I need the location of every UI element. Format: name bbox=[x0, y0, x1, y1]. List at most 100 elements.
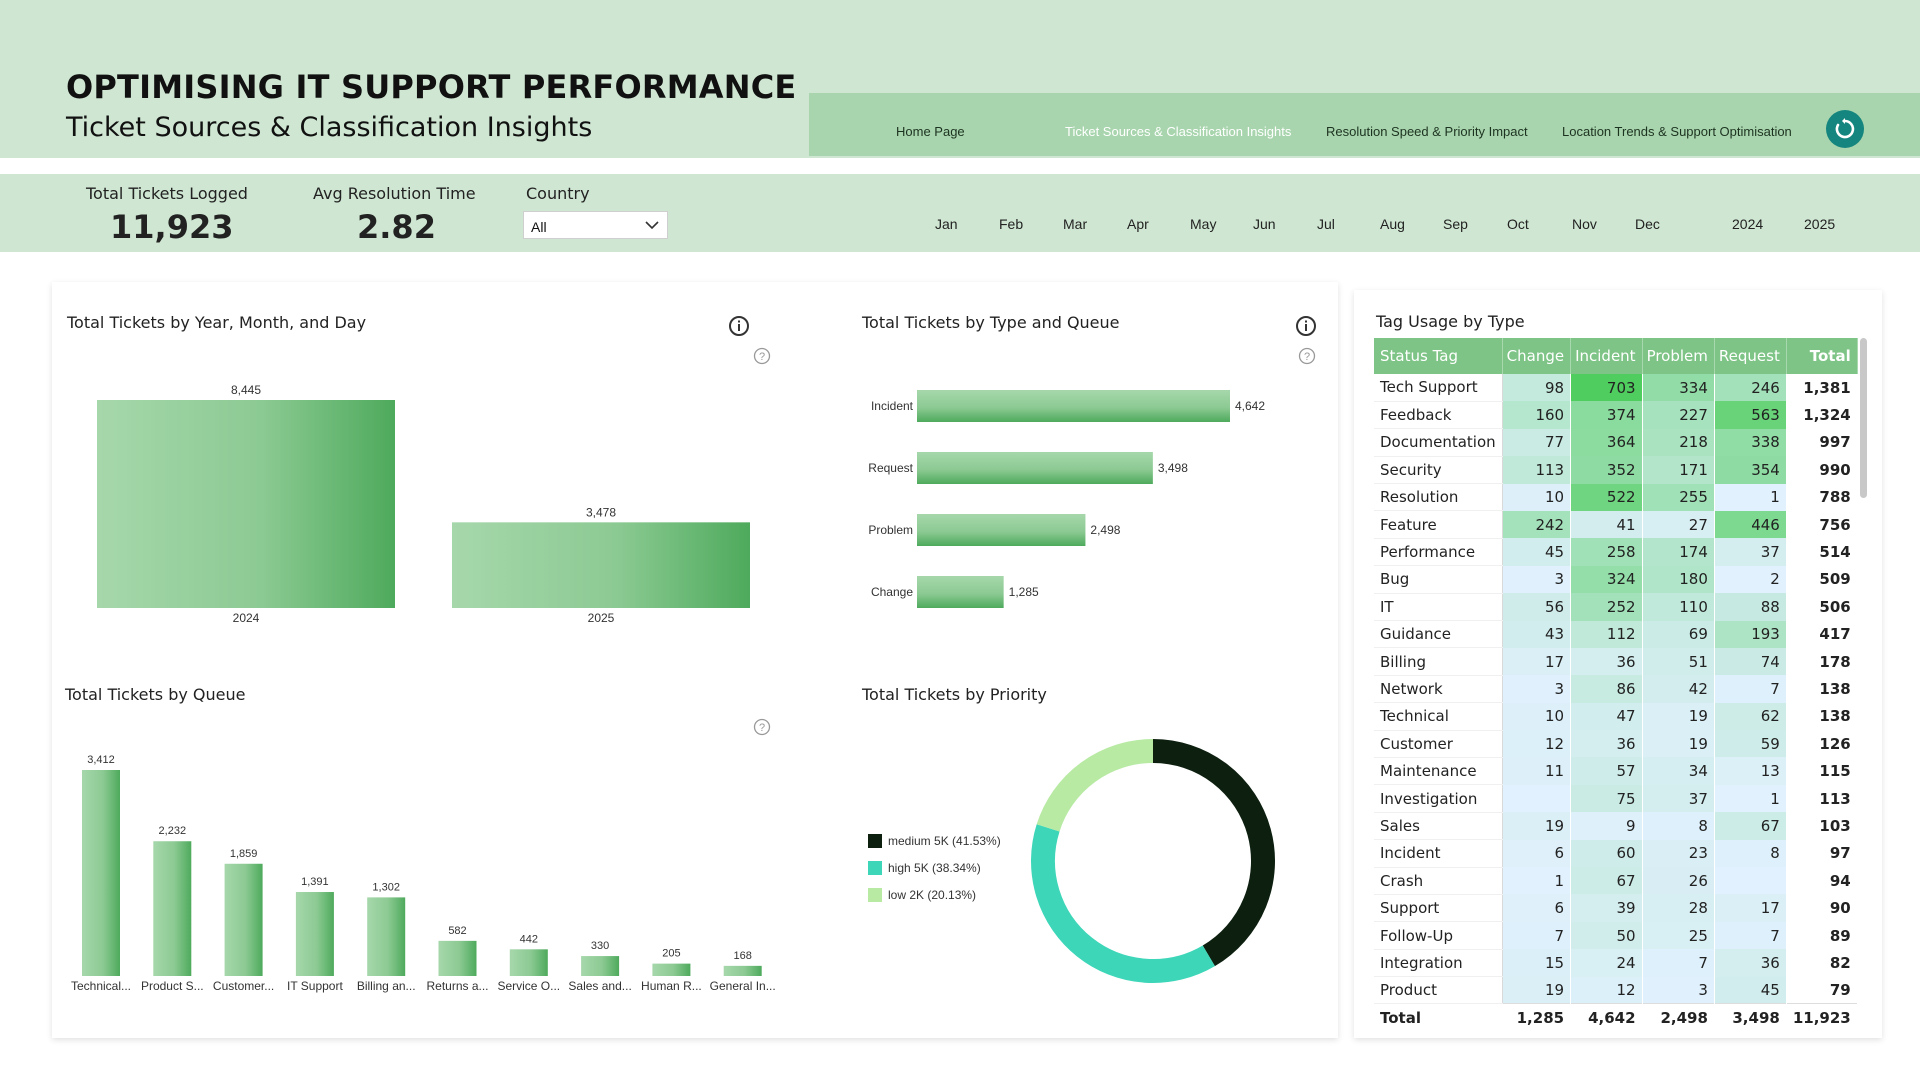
slice-medium[interactable] bbox=[1152, 739, 1275, 967]
table-row[interactable]: Feedback 160 374 227 563 1,324 bbox=[1374, 401, 1858, 430]
help-icon[interactable]: ? bbox=[753, 347, 771, 365]
x-tick-label: Returns a... bbox=[426, 979, 488, 993]
table-row[interactable]: Maintenance 11 57 34 13 115 bbox=[1374, 757, 1858, 786]
month-jan[interactable]: Jan bbox=[935, 216, 958, 232]
table-cell: 26 bbox=[1642, 867, 1715, 895]
month-jul[interactable]: Jul bbox=[1317, 216, 1335, 232]
month-may[interactable]: May bbox=[1190, 216, 1217, 232]
column-header[interactable]: Incident bbox=[1570, 338, 1643, 374]
x-tick-label: IT Support bbox=[287, 979, 343, 993]
table-row[interactable]: Resolution 10 522 255 1 788 bbox=[1374, 483, 1858, 512]
bar-queue[interactable] bbox=[224, 863, 263, 976]
slice-low[interactable] bbox=[1036, 739, 1154, 832]
kpi-bar: Total Tickets Logged 11,923 Avg Resoluti… bbox=[0, 174, 1920, 252]
country-select[interactable]: All bbox=[523, 211, 668, 239]
bar-request[interactable] bbox=[917, 452, 1153, 484]
nav-ticket-sources[interactable]: Ticket Sources & Classification Insights bbox=[1065, 124, 1292, 139]
table-cell: 69 bbox=[1642, 620, 1715, 648]
table-cell: 60 bbox=[1570, 839, 1643, 868]
nav-home[interactable]: Home Page bbox=[896, 124, 965, 139]
month-mar[interactable]: Mar bbox=[1063, 216, 1088, 232]
bar-problem[interactable] bbox=[917, 514, 1086, 546]
help-icon[interactable]: ? bbox=[753, 718, 771, 736]
row-label: Network bbox=[1374, 675, 1503, 704]
table-cell: 6 bbox=[1502, 839, 1572, 868]
bar-queue[interactable] bbox=[652, 963, 691, 976]
column-header[interactable]: Status Tag bbox=[1374, 338, 1503, 374]
bar-queue[interactable] bbox=[367, 897, 406, 976]
total-cell: 3,498 bbox=[1714, 1003, 1787, 1032]
table-scrollbar[interactable] bbox=[1860, 338, 1867, 498]
month-dec[interactable]: Dec bbox=[1635, 216, 1660, 232]
table-cell: 37 bbox=[1642, 784, 1715, 813]
table-row[interactable]: Bug 3 324 180 2 509 bbox=[1374, 565, 1858, 594]
year-2025[interactable]: 2025 bbox=[1804, 216, 1836, 232]
svg-text:?: ? bbox=[759, 351, 765, 363]
table-row[interactable]: Tech Support 98 703 334 246 1,381 bbox=[1374, 374, 1858, 402]
table-row[interactable]: Guidance 43 112 69 193 417 bbox=[1374, 620, 1858, 649]
bar-queue[interactable] bbox=[509, 949, 548, 976]
refresh-button[interactable] bbox=[1826, 110, 1864, 148]
column-header[interactable]: Problem bbox=[1642, 338, 1715, 374]
table-row[interactable]: Billing 17 36 51 74 178 bbox=[1374, 647, 1858, 676]
bar-queue[interactable] bbox=[723, 965, 762, 976]
help-icon[interactable]: ? bbox=[1298, 347, 1316, 365]
nav-resolution-speed[interactable]: Resolution Speed & Priority Impact bbox=[1326, 124, 1528, 139]
table-cell: 75 bbox=[1570, 784, 1643, 813]
table-cell: 51 bbox=[1642, 647, 1715, 676]
bar-queue[interactable] bbox=[153, 841, 192, 976]
table-row[interactable]: Incident 6 60 23 8 97 bbox=[1374, 839, 1858, 868]
table-row[interactable]: Integration 15 24 7 36 82 bbox=[1374, 949, 1858, 978]
legend-label: low 2K (20.13%) bbox=[888, 888, 976, 902]
table-body: Tech Support 98 703 334 246 1,381 Feedback 160 3… bbox=[1374, 374, 1858, 1032]
bar-change[interactable] bbox=[917, 576, 1004, 608]
table-row[interactable]: Technical 10 47 19 62 138 bbox=[1374, 702, 1858, 731]
column-header[interactable]: Total bbox=[1786, 338, 1858, 374]
total-cell: 4,642 bbox=[1570, 1003, 1643, 1032]
info-icon[interactable] bbox=[1295, 315, 1317, 337]
header-banner: OPTIMISING IT SUPPORT PERFORMANCE Ticket… bbox=[0, 0, 1920, 158]
bar-2024[interactable] bbox=[97, 400, 395, 608]
table-row[interactable]: IT 56 252 110 88 506 bbox=[1374, 593, 1858, 622]
month-oct[interactable]: Oct bbox=[1507, 216, 1529, 232]
month-jun[interactable]: Jun bbox=[1253, 216, 1276, 232]
total-cell: 2,498 bbox=[1642, 1003, 1715, 1032]
table-row[interactable]: Documentation 77 364 218 338 997 bbox=[1374, 428, 1858, 457]
table-cell: 364 bbox=[1570, 428, 1643, 457]
bar-queue[interactable] bbox=[438, 940, 477, 976]
table-cell: 86 bbox=[1570, 675, 1643, 703]
table-row[interactable]: Follow-Up 7 50 25 7 89 bbox=[1374, 921, 1858, 950]
year-2024[interactable]: 2024 bbox=[1732, 216, 1764, 232]
month-nov[interactable]: Nov bbox=[1572, 216, 1597, 232]
table-row[interactable]: Network 3 86 42 7 138 bbox=[1374, 675, 1858, 704]
table-cell: 88 bbox=[1714, 593, 1787, 621]
row-total: 115 bbox=[1786, 757, 1858, 785]
table-cell: 67 bbox=[1570, 867, 1643, 895]
bar-queue[interactable] bbox=[82, 770, 120, 976]
month-sep[interactable]: Sep bbox=[1443, 216, 1468, 232]
table-row[interactable]: Security 113 352 171 354 990 bbox=[1374, 456, 1858, 485]
column-header[interactable]: Request bbox=[1714, 338, 1787, 374]
bar-incident[interactable] bbox=[917, 390, 1230, 422]
month-aug[interactable]: Aug bbox=[1380, 216, 1405, 232]
info-icon[interactable] bbox=[728, 315, 750, 337]
bar-queue[interactable] bbox=[581, 956, 620, 976]
table-row[interactable]: Feature 242 41 27 446 756 bbox=[1374, 510, 1858, 539]
month-feb[interactable]: Feb bbox=[999, 216, 1024, 232]
chevron-down-icon bbox=[645, 221, 659, 230]
bar-2025[interactable] bbox=[452, 522, 750, 608]
slice-high[interactable] bbox=[1031, 824, 1215, 983]
row-label: Billing bbox=[1374, 647, 1503, 676]
table-row[interactable]: Product 19 12 3 45 79 bbox=[1374, 976, 1858, 1005]
legend-swatch bbox=[868, 834, 882, 848]
table-row[interactable]: Investigation 75 37 1 113 bbox=[1374, 784, 1858, 813]
table-row[interactable]: Crash 1 67 26 94 bbox=[1374, 867, 1858, 895]
table-row[interactable]: Support 6 39 28 17 90 bbox=[1374, 894, 1858, 923]
table-row[interactable]: Sales 19 9 8 67 103 bbox=[1374, 812, 1858, 841]
nav-location-trends[interactable]: Location Trends & Support Optimisation bbox=[1562, 124, 1792, 139]
month-apr[interactable]: Apr bbox=[1127, 216, 1149, 232]
column-header[interactable]: Change bbox=[1502, 338, 1572, 374]
bar-queue[interactable] bbox=[295, 892, 334, 976]
table-row[interactable]: Customer 12 36 19 59 126 bbox=[1374, 730, 1858, 758]
table-row[interactable]: Performance 45 258 174 37 514 bbox=[1374, 538, 1858, 567]
